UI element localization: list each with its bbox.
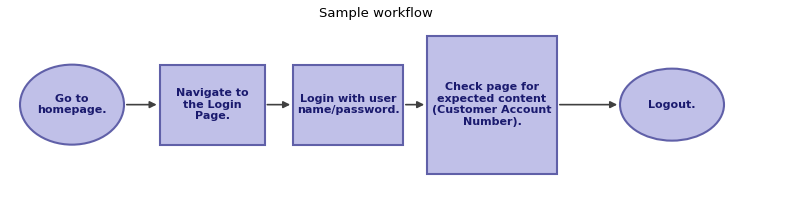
Text: Sample workflow: Sample workflow: [319, 7, 433, 20]
Ellipse shape: [620, 69, 724, 141]
FancyBboxPatch shape: [427, 36, 557, 174]
Text: Check page for
expected content
(Customer Account
Number).: Check page for expected content (Custome…: [432, 82, 552, 127]
Text: Go to
homepage.: Go to homepage.: [38, 94, 106, 116]
FancyBboxPatch shape: [293, 65, 403, 145]
Text: Navigate to
the Login
Page.: Navigate to the Login Page.: [176, 88, 248, 121]
Text: Login with user
name/password.: Login with user name/password.: [297, 94, 399, 116]
Text: Logout.: Logout.: [648, 100, 696, 110]
Ellipse shape: [20, 65, 124, 145]
FancyBboxPatch shape: [159, 65, 265, 145]
